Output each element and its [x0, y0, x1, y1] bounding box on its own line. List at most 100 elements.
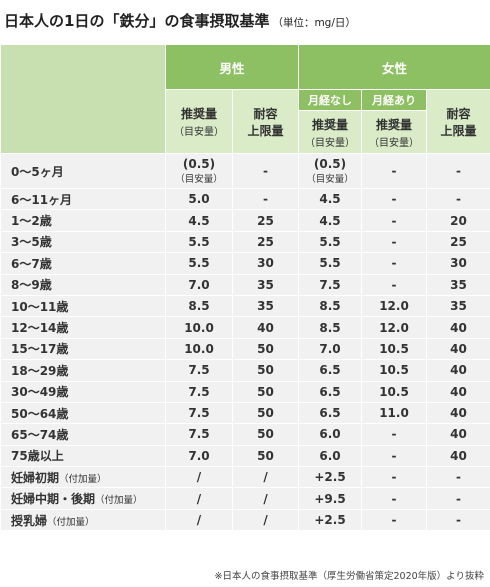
male-upper-limit-cell: /	[231, 487, 300, 510]
table-row: 15〜17歳 10.0 50 7.0 10.5 40	[0, 337, 490, 361]
header-male-ul-line2: 上限量	[247, 123, 284, 138]
male-recommended-cell: 7.0	[165, 444, 233, 468]
header-female-ul-line2: 上限量	[440, 123, 477, 138]
female-menstruation-cell: -	[361, 187, 428, 211]
age-label: 10〜11歳	[11, 299, 69, 314]
age-cell: 12〜14歳	[0, 316, 166, 339]
table-row: 65〜74歳 7.5 50 6.0-40	[0, 423, 490, 446]
male-recommended-cell: 7.5	[165, 359, 233, 382]
header-row-menstruation: 推奨量 （目安量） 耐容 上限量 月経なし 月経あり 耐容 上限量	[1, 89, 490, 154]
table-row: 6〜7歳 5.5 30 5.5-30	[0, 252, 490, 275]
male-upper-limit-cell: 40	[231, 316, 300, 339]
female-recommended-cell: 6.5	[298, 359, 363, 382]
age-cell: 10〜11歳	[0, 294, 166, 318]
female-recommended-value: (0.5)	[313, 157, 347, 171]
male-upper-limit-cell: 25	[231, 209, 300, 232]
female-menstruation-cell: -	[361, 487, 428, 510]
age-label: 妊婦中期・後期	[11, 492, 96, 507]
female-recommended-cell: 8.5	[298, 316, 363, 339]
female-menstruation-cell: 10.5	[361, 337, 428, 361]
female-upper-limit-cell: 40	[426, 423, 490, 446]
male-upper-limit-cell: 50	[231, 380, 300, 403]
table-row: 75歳以上 7.0 50 6.0-40	[0, 444, 490, 468]
female-upper-limit-cell: -	[426, 153, 490, 189]
female-menstruation-cell: -	[361, 423, 428, 446]
female-upper-limit-cell: -	[426, 487, 490, 510]
age-cell: 3〜5歳	[0, 230, 166, 254]
age-cell: 18〜29歳	[0, 359, 166, 382]
header-female-rec-sub: （目安量）	[305, 137, 356, 149]
age-note: （付加量）	[95, 495, 143, 507]
female-menstruation-cell: -	[361, 230, 428, 254]
table-row: 18〜29歳 7.5 50 6.5 10.5 40	[0, 359, 490, 382]
female-recommended-note: （目安量）	[306, 174, 354, 185]
header-female: 女性	[298, 44, 490, 90]
age-cell: 8〜9歳	[0, 273, 166, 296]
male-upper-limit-cell: /	[231, 466, 300, 489]
female-menstruation-cell: -	[361, 444, 428, 468]
header-no-menstruation: 月経なし	[298, 89, 363, 111]
table-body: 0〜5ヶ月 (0.5) （目安量） - (0.5) （目安量） - - 6〜11…	[0, 153, 490, 532]
female-menstruation-cell: 11.0	[361, 401, 428, 425]
female-recommended-cell: 8.5	[298, 294, 363, 318]
age-cell: 75歳以上	[0, 444, 166, 468]
age-cell: 0〜5ヶ月	[0, 153, 166, 189]
male-upper-limit-cell: 25	[231, 230, 300, 254]
male-recommended-cell: 7.5	[165, 401, 233, 425]
age-note: （付加量）	[47, 516, 95, 528]
table-row: 妊婦初期（付加量） / / +2.5- -	[0, 466, 490, 489]
title-unit: （単位：mg/日）	[272, 17, 356, 29]
age-cell: 1〜2歳	[0, 209, 166, 232]
male-recommended-cell: 4.5	[165, 209, 233, 232]
female-recommended-cell: +2.5	[298, 508, 363, 532]
male-recommended-cell: 7.0	[165, 273, 233, 296]
header-male-upper-limit: 耐容 上限量	[231, 89, 300, 154]
title-text: 日本人の1日の「鉄分」の食事摂取基準	[4, 12, 270, 30]
female-upper-limit-cell: 35	[426, 294, 490, 318]
age-cell: 30〜49歳	[0, 380, 166, 403]
female-upper-limit-cell: 40	[426, 380, 490, 403]
female-upper-limit-cell: 40	[426, 401, 490, 425]
age-cell: 15〜17歳	[0, 337, 166, 361]
female-upper-limit-cell: -	[426, 508, 490, 532]
male-upper-limit-cell: 50	[231, 444, 300, 468]
male-upper-limit-cell: 50	[231, 337, 300, 361]
iron-intake-table: 男性 女性 推奨量 （目安量） 耐容 上限量 月経なし 月経あり 耐容 上限量 …	[0, 44, 490, 532]
female-recommended-cell: 6.0	[298, 423, 363, 446]
female-menstruation-cell: 12.0	[361, 294, 428, 318]
age-label: 1〜2歳	[11, 214, 52, 229]
female-recommended-cell: 6.5	[298, 380, 363, 403]
female-menstruation-cell: 10.5	[361, 359, 428, 382]
table-row: 30〜49歳 7.5 50 6.5 10.5 40	[0, 380, 490, 403]
header-male-ul-line1: 耐容	[253, 106, 278, 121]
age-label: 50〜64歳	[11, 406, 69, 421]
female-menstruation-cell: -	[361, 252, 428, 275]
age-label: 15〜17歳	[11, 342, 69, 357]
female-recommended-cell: 7.0	[298, 337, 363, 361]
male-recommended-cell: /	[165, 508, 233, 532]
female-upper-limit-cell: 40	[426, 359, 490, 382]
male-upper-limit-cell: 50	[231, 359, 300, 382]
female-recommended-cell: +2.5	[298, 466, 363, 489]
age-label: 6〜11ヶ月	[11, 192, 73, 207]
table-row: 6〜11ヶ月 5.0-4.5- -	[0, 187, 490, 211]
female-recommended-cell: +9.5	[298, 487, 363, 510]
female-recommended-cell: 5.5	[298, 230, 363, 254]
age-label: 8〜9歳	[11, 278, 52, 293]
header-male-recommended: 推奨量 （目安量）	[165, 89, 233, 154]
female-menstruation-cell: -	[361, 209, 428, 232]
table-row: 1〜2歳 4.5 25 4.5-20	[0, 209, 490, 232]
table-row: 12〜14歳 10.0 40 8.5 12.0 40	[0, 316, 490, 339]
age-cell: 50〜64歳	[0, 401, 166, 425]
table-row: 10〜11歳 8.5 35 8.5 12.0 35	[0, 294, 490, 318]
header-male-recommended-main: 推奨量	[180, 107, 217, 121]
male-recommended-cell: 8.5	[165, 294, 233, 318]
female-menstruation-cell: -	[361, 273, 428, 296]
age-note: （付加量）	[59, 473, 107, 485]
female-upper-limit-cell: 20	[426, 209, 490, 232]
header-female-recommended-mens: 推奨量 （目安量）	[361, 110, 428, 154]
male-upper-limit-cell: /	[231, 508, 300, 532]
age-cell: 6〜7歳	[0, 252, 166, 275]
male-upper-limit-cell: 50	[231, 401, 300, 425]
male-recommended-cell: /	[165, 487, 233, 510]
